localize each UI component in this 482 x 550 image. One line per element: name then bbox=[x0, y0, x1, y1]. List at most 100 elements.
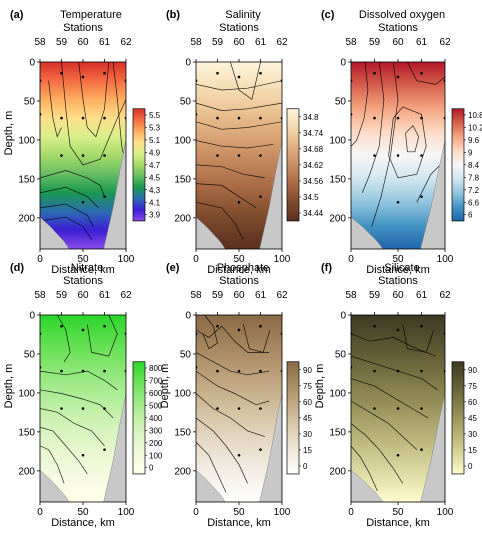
x-tick-label: 50 bbox=[392, 254, 404, 265]
station-label: 58 bbox=[190, 37, 202, 48]
seafloor-left bbox=[196, 216, 226, 249]
top-axis-label: Stations bbox=[378, 22, 418, 34]
sample-dot bbox=[259, 195, 262, 198]
colorbar-tick-label: 8.4 bbox=[468, 161, 480, 170]
sample-dot bbox=[237, 328, 241, 332]
sample-dot bbox=[259, 71, 262, 75]
seafloor-left bbox=[40, 469, 70, 502]
sample-dot bbox=[103, 448, 106, 451]
sample-dot bbox=[103, 116, 106, 120]
panel-letter: (a) bbox=[10, 9, 24, 21]
contour-line bbox=[405, 125, 420, 153]
y-tick-label: 0 bbox=[340, 311, 346, 322]
x-tick-label: 100 bbox=[118, 254, 135, 265]
sample-dot bbox=[420, 448, 423, 451]
sample-dot bbox=[259, 448, 262, 451]
seafloor-right bbox=[420, 140, 445, 249]
contour-line bbox=[351, 445, 378, 491]
sample-dot bbox=[420, 369, 423, 373]
colorbar bbox=[451, 108, 465, 222]
station-label: 59 bbox=[56, 37, 68, 48]
contour-line bbox=[48, 80, 62, 138]
station-label: 60 bbox=[77, 37, 89, 48]
contour-line bbox=[196, 183, 257, 209]
field-group bbox=[351, 315, 445, 502]
sample-dot bbox=[396, 75, 400, 79]
sample-dot bbox=[396, 369, 400, 373]
seafloor-left bbox=[351, 469, 384, 502]
sample-dot bbox=[396, 116, 400, 120]
station-label: 62 bbox=[120, 37, 132, 48]
contour-line bbox=[78, 62, 110, 138]
sample-dot bbox=[81, 407, 85, 410]
contour-line bbox=[351, 400, 418, 450]
top-axis-label: Stations bbox=[378, 275, 418, 287]
contour-line bbox=[196, 441, 227, 493]
colorbar-tick-label: 300 bbox=[149, 426, 163, 435]
colorbar-tick-label: 75 bbox=[468, 382, 477, 391]
station-label: 60 bbox=[392, 37, 404, 48]
panel-title: Dissolved oxygen bbox=[359, 9, 445, 21]
sample-dot bbox=[396, 407, 400, 410]
x-tick-label: 100 bbox=[437, 254, 454, 265]
sample-dot bbox=[60, 369, 63, 373]
sample-dot bbox=[81, 200, 85, 204]
y-tick-label: 0 bbox=[29, 58, 35, 69]
y-axis-label: Depth, m bbox=[159, 364, 171, 409]
station-label: 62 bbox=[439, 290, 451, 301]
contour-line bbox=[351, 333, 436, 357]
sample-dot bbox=[420, 324, 423, 328]
top-axis-label: Stations bbox=[63, 275, 103, 287]
sample-dot bbox=[103, 324, 106, 328]
y-tick-label: 150 bbox=[329, 427, 346, 438]
sample-dot bbox=[103, 369, 106, 373]
sample-dot bbox=[259, 407, 262, 410]
sample-dot bbox=[103, 154, 106, 157]
colorbar-tick-label: 0 bbox=[468, 462, 473, 471]
sample-dot bbox=[373, 154, 376, 157]
panel-letter: (c) bbox=[321, 9, 335, 21]
colorbar-tick-label: 90 bbox=[468, 366, 477, 375]
sample-dot bbox=[216, 116, 219, 120]
sample-dot bbox=[237, 154, 241, 157]
sample-dot bbox=[216, 154, 219, 157]
y-tick-label: 200 bbox=[18, 213, 35, 224]
top-axis-label: Stations bbox=[63, 22, 103, 34]
colorbar-tick-label: 100 bbox=[149, 451, 163, 460]
colorbar-tick-label: 5.3 bbox=[149, 123, 161, 132]
x-tick-label: 0 bbox=[348, 254, 354, 265]
station-label: 61 bbox=[255, 290, 267, 301]
seafloor-right bbox=[259, 393, 282, 502]
y-tick-label: 100 bbox=[174, 388, 191, 399]
x-tick-label: 50 bbox=[233, 254, 245, 265]
y-tick-label: 0 bbox=[29, 311, 35, 322]
sample-dot bbox=[237, 200, 241, 204]
colorbar-tick-label: 45 bbox=[468, 414, 477, 423]
y-tick-label: 50 bbox=[24, 349, 36, 360]
sample-dot bbox=[60, 71, 63, 75]
y-axis-label: Depth, m bbox=[3, 364, 15, 409]
colorbar bbox=[286, 361, 300, 475]
contour-line bbox=[196, 140, 274, 149]
y-tick-label: 0 bbox=[340, 58, 346, 69]
contour-line bbox=[230, 62, 261, 100]
colorbar-tick-label: 60 bbox=[468, 398, 477, 407]
panel-letter: (f) bbox=[321, 262, 332, 274]
colorbar-tick-label: 7.8 bbox=[468, 173, 480, 182]
sample-dot bbox=[103, 195, 106, 198]
station-label: 59 bbox=[369, 290, 381, 301]
colorbar-tick-label: 15 bbox=[468, 446, 477, 455]
colorbar-tick-label: 34.62 bbox=[303, 161, 324, 170]
panel-letter: (d) bbox=[10, 262, 24, 274]
sample-dot bbox=[396, 328, 400, 332]
colorbar-tick-label: 800 bbox=[149, 364, 163, 373]
colorbar-tick-label: 9 bbox=[468, 148, 473, 157]
y-tick-label: 0 bbox=[185, 58, 191, 69]
station-label: 61 bbox=[99, 290, 111, 301]
sample-dot bbox=[81, 75, 85, 79]
colorbar-tick-label: 0 bbox=[303, 462, 308, 471]
contour-line bbox=[40, 186, 99, 209]
